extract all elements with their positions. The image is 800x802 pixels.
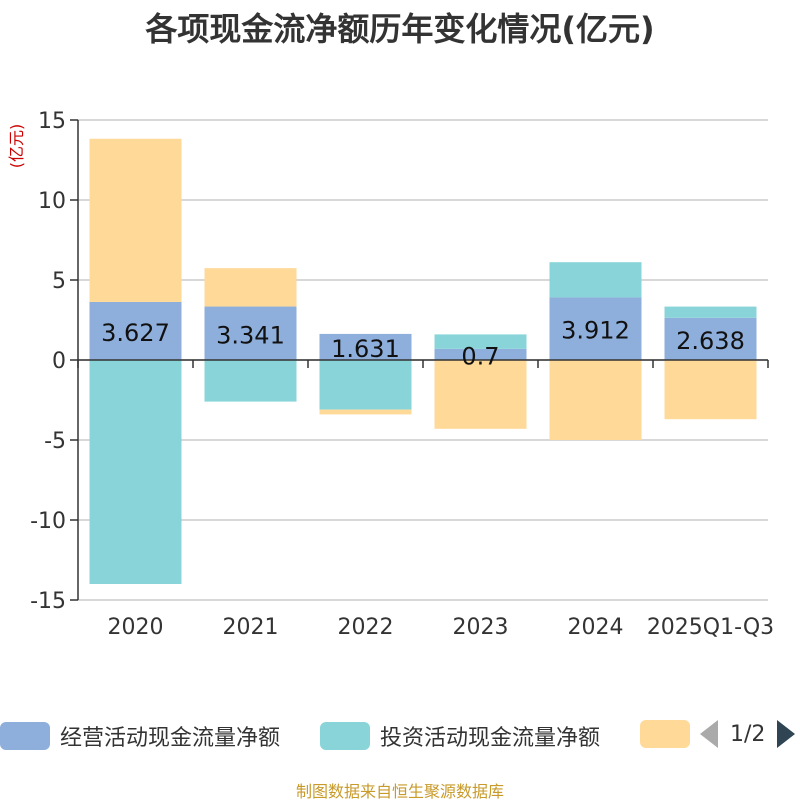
data-label: 3.341 [216, 321, 285, 349]
data-label: 0.7 [461, 342, 499, 370]
legend-prev-page-icon[interactable] [700, 720, 718, 748]
legend-label-investing: 投资活动现金流量净额 [380, 726, 601, 751]
bar-series0-2020[interactable] [89, 301, 182, 360]
legend-label-operating: 经营活动现金流量净额 [60, 726, 281, 751]
legend-item-operating[interactable]: 经营活动现金流量净额 [0, 720, 280, 752]
legend-item-investing[interactable]: 投资活动现金流量净额 [320, 720, 600, 752]
bar-series1-2021[interactable] [204, 360, 297, 402]
y-tick-label: 5 [52, 269, 66, 294]
legend-pager: 1/2 [700, 720, 796, 748]
bar-series1-2025Q1-Q3[interactable] [664, 306, 757, 318]
x-tick-label: 2025Q1-Q3 [647, 615, 774, 640]
data-label: 1.631 [331, 335, 400, 363]
y-tick-label: 10 [38, 189, 66, 214]
chart-area: (亿元) 15 10 5 0 -5 -10 -15 2020 2021 2022 2023 2024 2… [7, 109, 774, 640]
x-tick-label: 2021 [223, 615, 279, 640]
bar-series2-2020[interactable] [89, 138, 182, 302]
bar-series2-2023[interactable] [434, 360, 527, 429]
y-tick-label: 15 [38, 109, 66, 134]
legend-item-third[interactable] [640, 720, 690, 748]
bar-series1-2024[interactable] [549, 262, 642, 298]
legend: 经营活动现金流量净额 投资活动现金流量净额 1/2 [0, 716, 800, 756]
bar-series2-2025Q1-Q3[interactable] [664, 360, 757, 420]
bar-series0-2025Q1-Q3[interactable] [664, 317, 757, 360]
bar-series0-2024[interactable] [549, 297, 642, 360]
bar-series0-2023[interactable] [434, 348, 527, 360]
y-tick-label: -15 [30, 589, 66, 614]
y-tick-label: -10 [30, 509, 66, 534]
y-tick-label: 0 [52, 349, 66, 374]
data-source-note: 制图数据来自恒生聚源数据库 [295, 782, 504, 801]
legend-page-indicator: 1/2 [730, 721, 766, 747]
bar-series1-2022[interactable] [319, 360, 412, 410]
legend-swatch-third [640, 720, 690, 748]
x-tick-label: 2024 [568, 615, 624, 640]
x-tick-label: 2020 [108, 615, 164, 640]
bar-series0-2021[interactable] [204, 306, 297, 360]
data-label: 3.912 [561, 317, 630, 345]
x-tick-label: 2023 [453, 615, 509, 640]
y-tick-label: -5 [44, 429, 66, 454]
x-tick-label: 2022 [338, 615, 394, 640]
legend-next-page-icon[interactable] [777, 720, 796, 748]
bar-series1-2020[interactable] [89, 360, 182, 584]
bar-series2-2022[interactable] [319, 409, 412, 415]
bar-series1-2023[interactable] [434, 334, 527, 349]
data-label: 3.627 [101, 319, 170, 347]
legend-swatch-operating [0, 722, 50, 750]
bar-series2-2021[interactable] [204, 268, 297, 307]
legend-swatch-investing [320, 722, 370, 750]
bar-series0-2022[interactable] [319, 333, 412, 360]
bar-series2-2024[interactable] [549, 360, 642, 440]
y-axis-label: (亿元) [7, 124, 26, 169]
chart-title: 各项现金流净额历年变化情况(亿元) [145, 10, 655, 48]
data-label: 2.638 [676, 327, 745, 355]
